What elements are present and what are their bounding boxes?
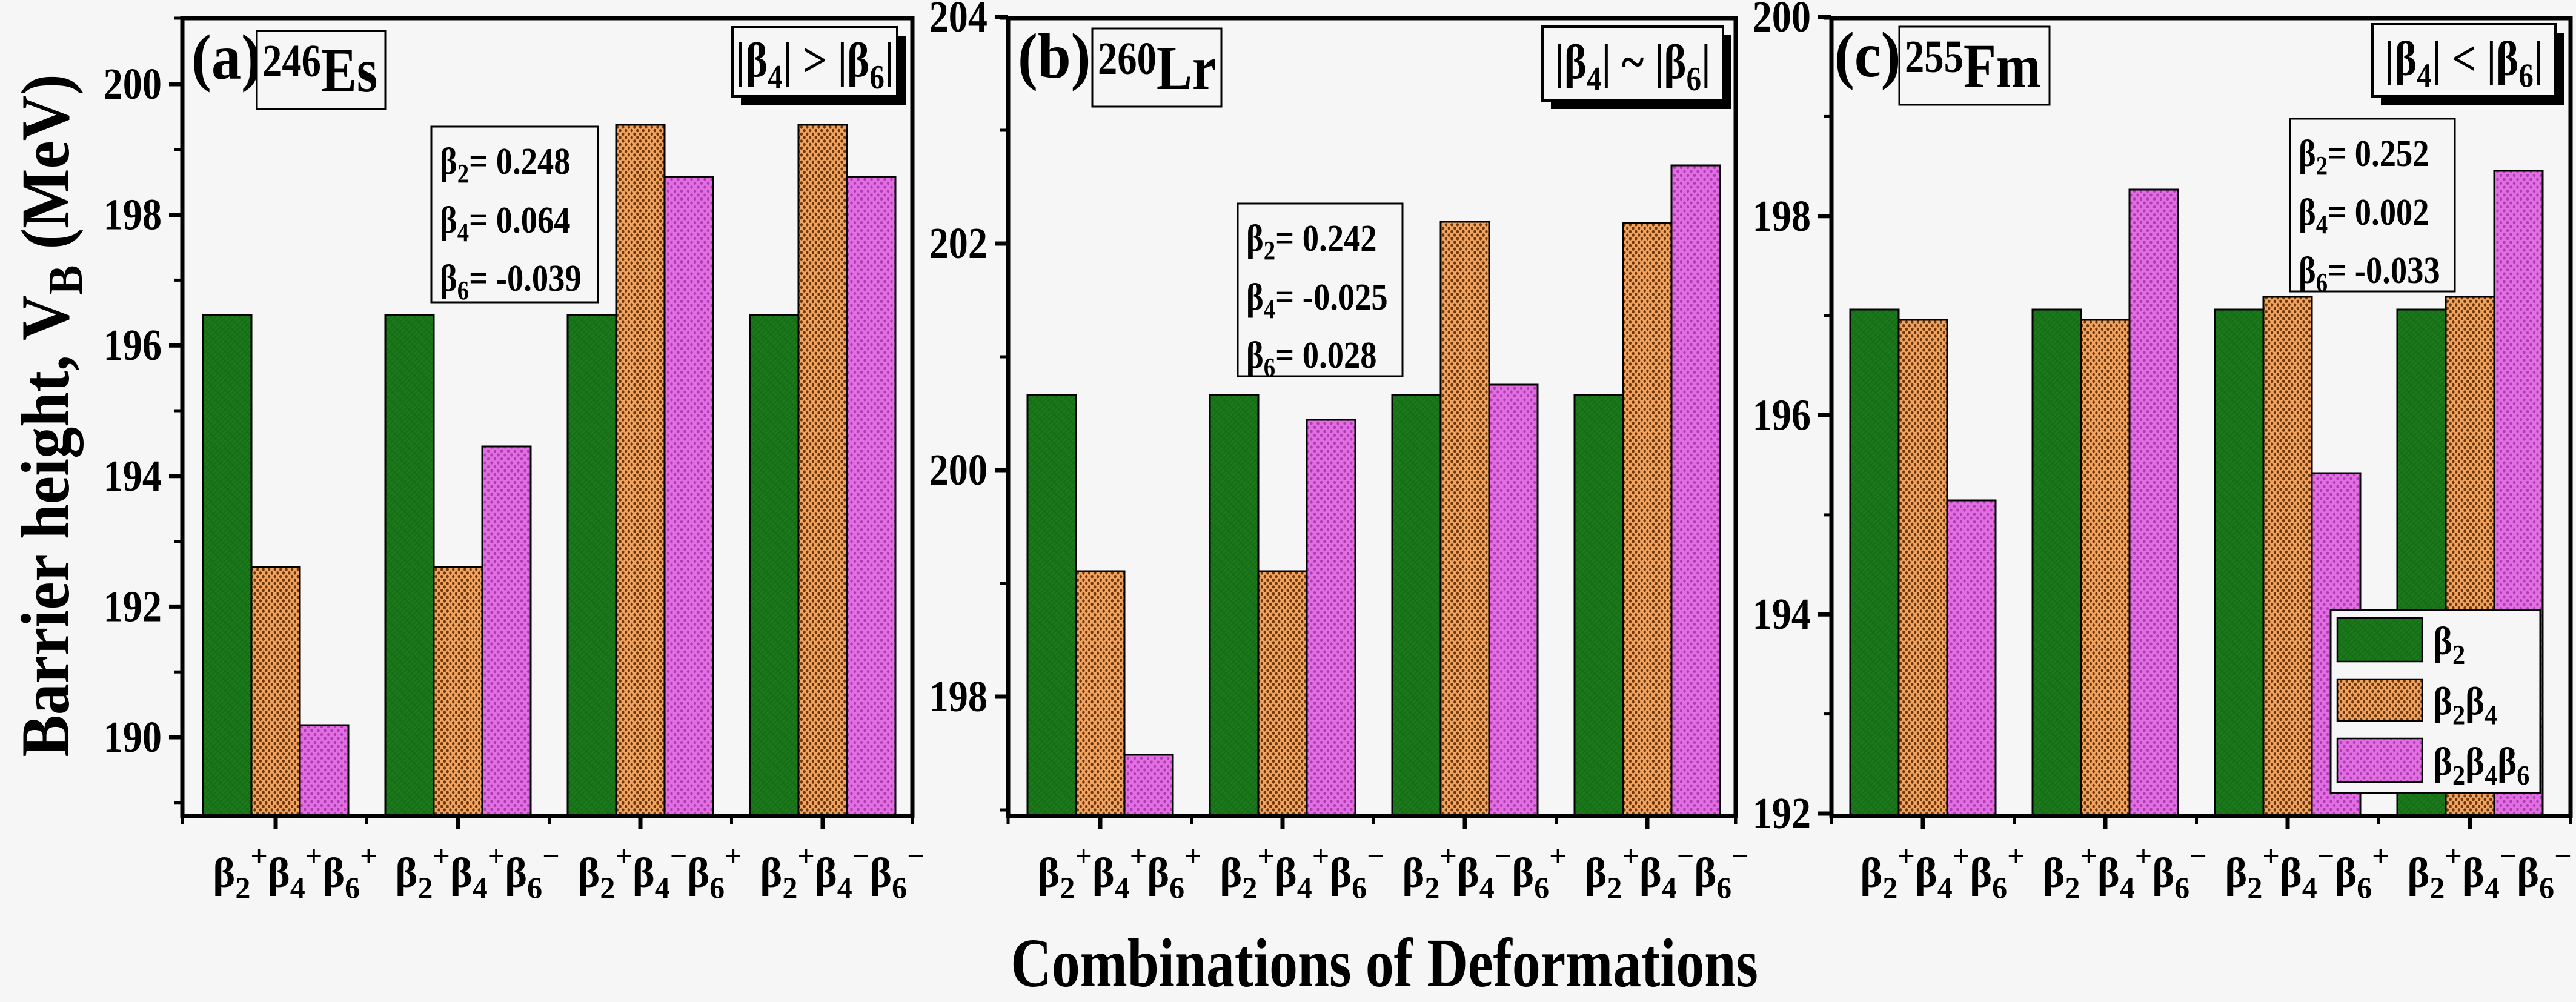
svg-text:β2β4β6: β2β4β6 bbox=[2433, 739, 2529, 791]
svg-text:|β4| < |β6|: |β4| < |β6| bbox=[2385, 32, 2543, 95]
svg-text:Combinations of Deformations: Combinations of Deformations bbox=[1011, 924, 1758, 1001]
svg-text:204: 204 bbox=[929, 0, 988, 41]
svg-text:β2+​β4−​β6+: β2+​β4−​β6+ bbox=[577, 839, 742, 904]
svg-text:β2+​β4−​β6−: β2+​β4−​β6− bbox=[760, 839, 924, 904]
svg-text:198: 198 bbox=[104, 190, 162, 239]
svg-text:194: 194 bbox=[104, 451, 162, 500]
svg-text:β4= -0.025: β4= -0.025 bbox=[1246, 276, 1388, 324]
svg-text:β2= 0.252: β2= 0.252 bbox=[2299, 133, 2429, 181]
svg-text:260Lr: 260Lr bbox=[1098, 33, 1216, 102]
svg-text:|β4| ~ |β6|: |β4| ~ |β6| bbox=[1555, 36, 1710, 98]
svg-text:|β4| > |β6|: |β4| > |β6| bbox=[736, 34, 894, 96]
svg-text:β6= -0.039: β6= -0.039 bbox=[440, 257, 582, 305]
svg-text:β2= 0.242: β2= 0.242 bbox=[1246, 217, 1377, 265]
svg-text:β6= 0.028: β6= 0.028 bbox=[1246, 334, 1377, 382]
svg-text:β6= -0.033: β6= -0.033 bbox=[2299, 250, 2440, 297]
svg-text:β4= 0.064: β4= 0.064 bbox=[440, 199, 571, 247]
svg-text:196: 196 bbox=[104, 320, 162, 370]
svg-text:β4= 0.002: β4= 0.002 bbox=[2299, 191, 2429, 239]
svg-text:200: 200 bbox=[104, 59, 162, 108]
svg-text:β2+​β4+​β6+: β2+​β4+​β6+ bbox=[1860, 839, 2024, 904]
svg-text:(b): (b) bbox=[1018, 21, 1090, 92]
svg-text:200: 200 bbox=[1753, 0, 1811, 41]
svg-text:β2+​β4+​β6+: β2+​β4+​β6+ bbox=[213, 839, 377, 904]
svg-text:196: 196 bbox=[1753, 391, 1811, 440]
svg-text:(c): (c) bbox=[1834, 20, 1900, 91]
svg-text:(a): (a) bbox=[191, 22, 261, 93]
svg-text:246Es: 246Es bbox=[262, 35, 377, 105]
svg-text:β2+​β4−​β6−: β2+​β4−​β6− bbox=[2407, 839, 2571, 904]
svg-text:β2+​β4−​β6−: β2+​β4−​β6− bbox=[1584, 839, 1748, 904]
svg-text:β2+​β4+​β6+: β2+​β4+​β6+ bbox=[1037, 839, 1201, 904]
svg-text:β2β4: β2β4 bbox=[2433, 679, 2497, 731]
svg-text:192: 192 bbox=[104, 582, 162, 631]
svg-text:β2+​β4+​β6−: β2+​β4+​β6− bbox=[1220, 839, 1384, 904]
svg-text:Barrier height, VB (MeV): Barrier height, VB (MeV) bbox=[7, 74, 93, 757]
svg-text:198: 198 bbox=[1753, 191, 1811, 241]
svg-text:β2+​β4−​β6+: β2+​β4−​β6+ bbox=[1402, 839, 1566, 904]
svg-text:194: 194 bbox=[1753, 589, 1811, 639]
svg-text:β2= 0.248: β2= 0.248 bbox=[440, 141, 571, 188]
svg-text:255Fm: 255Fm bbox=[1905, 31, 2041, 101]
svg-text:β2+​β4+​β6−: β2+​β4+​β6− bbox=[2042, 839, 2206, 904]
svg-text:200: 200 bbox=[929, 445, 988, 494]
svg-text:β2+​β4−​β6+: β2+​β4−​β6+ bbox=[2225, 839, 2389, 904]
svg-text:192: 192 bbox=[1753, 789, 1811, 838]
svg-text:198: 198 bbox=[929, 672, 988, 721]
svg-text:β2+​β4+​β6−: β2+​β4+​β6− bbox=[395, 839, 559, 904]
svg-text:202: 202 bbox=[929, 219, 988, 268]
svg-text:190: 190 bbox=[104, 712, 162, 761]
